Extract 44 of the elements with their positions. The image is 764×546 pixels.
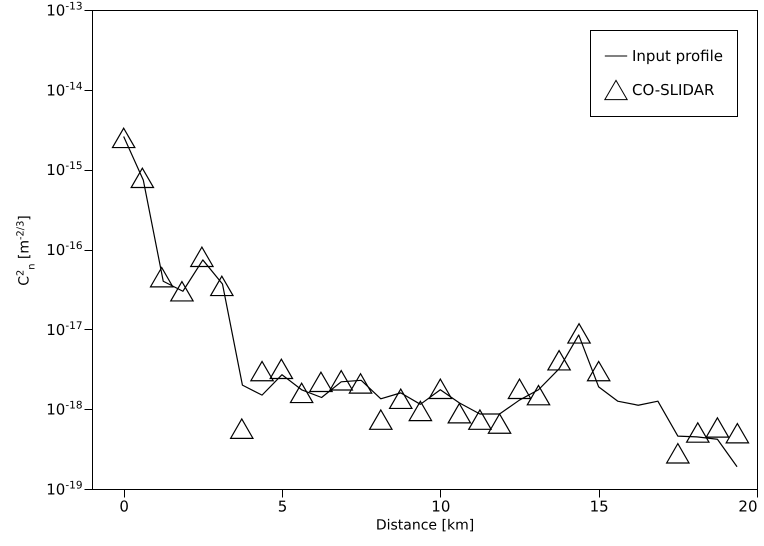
point (408, 400, 432, 422)
legend-label: Input profile (632, 47, 723, 65)
x-tick-label: 0 (119, 498, 129, 516)
point (369, 409, 393, 430)
x-tick-label: 5 (278, 498, 288, 516)
point (210, 276, 234, 296)
point (488, 413, 512, 434)
point (666, 443, 690, 464)
point (290, 382, 314, 404)
point (586, 360, 610, 382)
point (230, 418, 254, 439)
y-tick-label: 10$^{-16}$ (46, 240, 83, 259)
point (309, 372, 333, 392)
point (726, 422, 750, 444)
point (508, 378, 532, 400)
legend-label: CO-SLIDAR (632, 81, 714, 99)
point (547, 350, 571, 371)
point (270, 358, 294, 380)
point (170, 280, 194, 302)
y-tick-label: 10$^{-15}$ (46, 160, 82, 180)
point (686, 422, 710, 443)
point (567, 323, 591, 344)
x-tick-label: 10 (431, 498, 450, 516)
point (706, 417, 730, 438)
y-tick-label: 10$^{-18}$ (46, 400, 82, 419)
point (448, 402, 472, 424)
point (130, 168, 154, 188)
x-tick-label: 15 (590, 498, 609, 516)
point (112, 128, 136, 148)
y-tick-label: 10$^{-17}$ (46, 320, 82, 339)
point (526, 384, 550, 406)
y-tick-label: 10$^{-13}$ (46, 0, 82, 20)
y-tick-label: 10$^{-14}$ (46, 80, 83, 100)
y-tick-label: 10$^{-19}$ (46, 480, 82, 498)
x-tick-label: 20 (738, 498, 758, 516)
point (190, 246, 214, 268)
x-axis-title: Distance [km] (376, 518, 474, 534)
point (329, 370, 353, 391)
point (428, 378, 452, 400)
point (348, 373, 372, 394)
point (468, 409, 492, 430)
point (250, 360, 274, 382)
point (150, 266, 174, 288)
point (388, 388, 413, 410)
